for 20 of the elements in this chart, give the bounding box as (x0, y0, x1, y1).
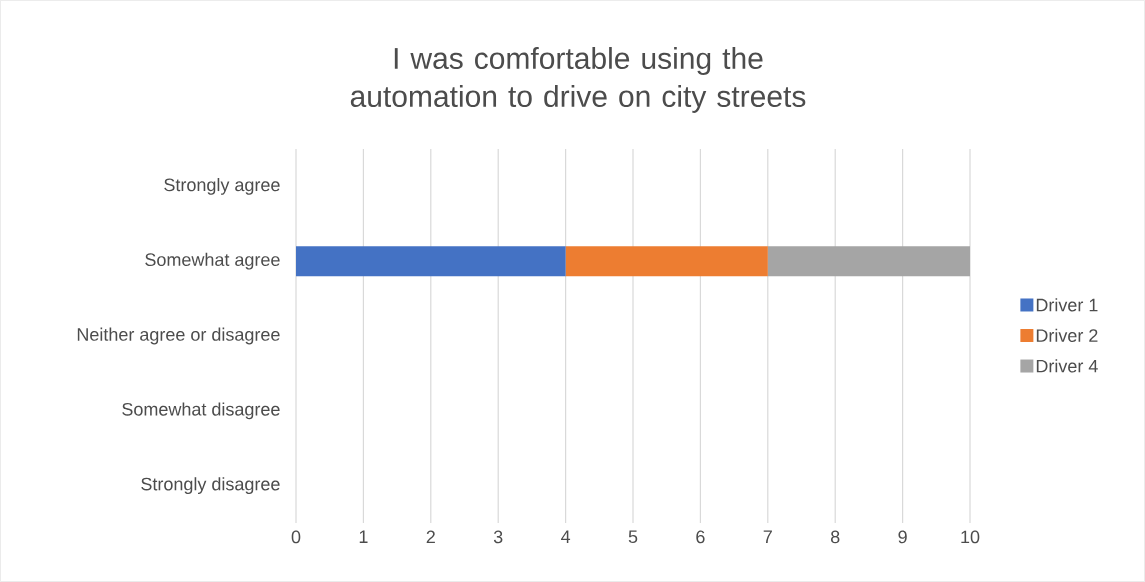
legend-label: Driver 2 (1036, 328, 1098, 342)
x-tick-label: 1 (359, 530, 368, 543)
x-tick-label: 2 (426, 530, 435, 544)
x-tick-label: 9 (898, 530, 907, 544)
x-tick-label: 10 (961, 530, 980, 544)
x-tick-label: 8 (830, 530, 840, 544)
y-tick-label: Neither agree or disagree (77, 327, 280, 345)
x-tick-label: 0 (291, 530, 301, 544)
x-tick-label: 4 (561, 530, 571, 543)
legend-label: Driver 1 (1036, 298, 1098, 312)
chart-title: I was comfortable using the automation to drive on city streets (350, 47, 806, 113)
y-tick-label: Strongly disagree (141, 477, 280, 494)
y-tick-label: Somewhat disagree (122, 402, 280, 420)
y-tick-label: Strongly agree (164, 178, 280, 195)
x-tick-label: 7 (763, 530, 772, 543)
x-tick-label: 6 (696, 530, 705, 544)
y-tick-label: Somewhat agree (145, 252, 280, 270)
x-tick-label: 3 (493, 530, 503, 544)
x-tick-label: 5 (628, 530, 638, 544)
legend-label: Driver 4 (1036, 359, 1098, 373)
